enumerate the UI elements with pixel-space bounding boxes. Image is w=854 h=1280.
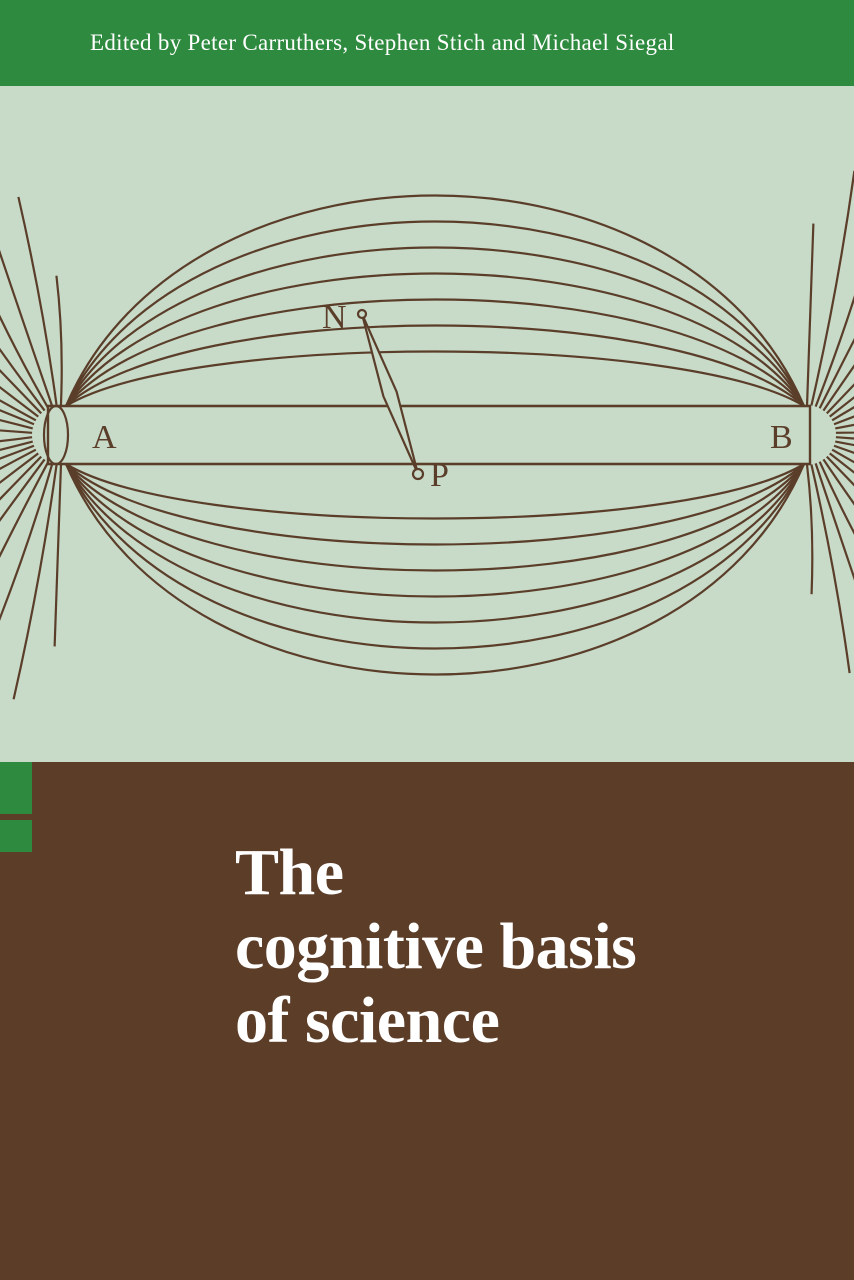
title-line-2: cognitive basis <box>235 910 636 983</box>
label-P: P <box>430 457 449 494</box>
accent-block-2 <box>0 820 32 852</box>
editors-text: Edited by Peter Carruthers, Stephen Stic… <box>90 30 675 56</box>
label-N: N <box>322 299 347 336</box>
title-line-1: The <box>235 836 344 909</box>
title-line-3: of science <box>235 984 499 1057</box>
label-A: A <box>92 419 117 456</box>
magnet-illustration: A B N P <box>0 86 854 762</box>
accent-block-1 <box>0 762 32 814</box>
magnet-field-diagram: A B N P <box>0 86 854 762</box>
editors-band: Edited by Peter Carruthers, Stephen Stic… <box>0 0 854 86</box>
label-B: B <box>770 419 793 456</box>
title-text: The cognitive basis of science <box>235 836 854 1058</box>
title-area: The cognitive basis of science <box>0 762 854 1280</box>
book-cover: Edited by Peter Carruthers, Stephen Stic… <box>0 0 854 1280</box>
